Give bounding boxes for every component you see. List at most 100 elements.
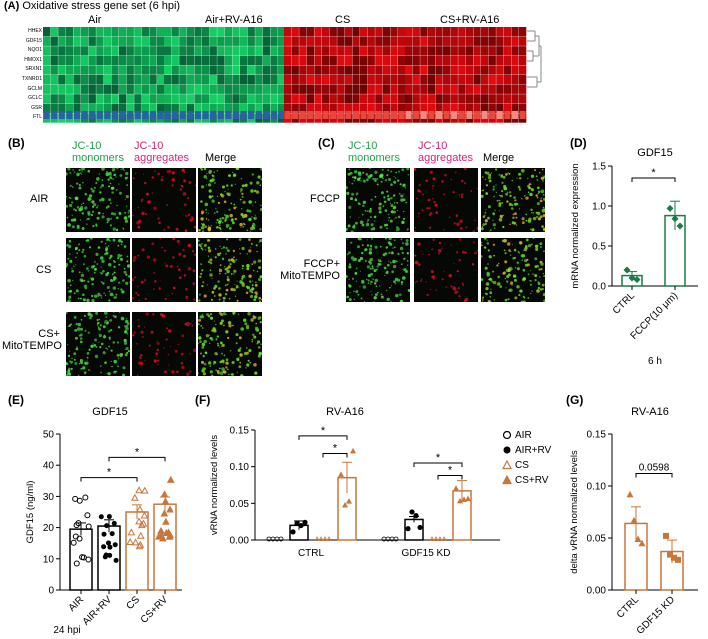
cell-dot bbox=[222, 222, 224, 224]
heatmap-cell bbox=[352, 27, 360, 37]
heatmap-cell bbox=[420, 84, 428, 94]
cell-dot bbox=[366, 210, 369, 213]
cell-dot bbox=[380, 173, 384, 177]
heatmap-cell bbox=[519, 84, 527, 94]
heatmap-cell bbox=[390, 55, 398, 66]
cell-dot bbox=[248, 274, 252, 278]
cell-dot bbox=[485, 287, 489, 291]
cell-dot bbox=[67, 223, 71, 227]
cell-dot bbox=[487, 249, 490, 252]
heatmap-cell bbox=[103, 36, 112, 46]
significance-label: * bbox=[448, 464, 453, 476]
cell-dot bbox=[211, 374, 214, 376]
heatmap-cell bbox=[519, 103, 527, 114]
group-cs-rv: CS+RV-A16 bbox=[440, 14, 500, 26]
heatmap-cell bbox=[88, 103, 96, 114]
cell-dot bbox=[543, 299, 545, 302]
heatmap-cell bbox=[299, 65, 307, 75]
cell-dot bbox=[180, 188, 183, 191]
cell-dot bbox=[113, 271, 116, 274]
heatmap-cell bbox=[232, 65, 240, 75]
cell-dot bbox=[205, 249, 207, 251]
cell-dot bbox=[241, 208, 243, 210]
cell-dot bbox=[111, 191, 114, 194]
heatmap-cell bbox=[111, 84, 119, 94]
heatmap-cell bbox=[179, 27, 187, 37]
cell-dot bbox=[534, 265, 538, 268]
b-image bbox=[132, 312, 196, 376]
cell-dot bbox=[222, 185, 225, 189]
cell-dot bbox=[116, 294, 118, 296]
cell-dot bbox=[537, 217, 541, 221]
cell-dot bbox=[374, 170, 378, 174]
cell-dot bbox=[226, 278, 230, 282]
cell-dot bbox=[76, 172, 80, 177]
cell-dot bbox=[460, 227, 463, 230]
cell-dot bbox=[380, 191, 384, 195]
cell-dot bbox=[249, 294, 254, 299]
cell-dot bbox=[414, 281, 417, 284]
cell-dot bbox=[98, 341, 100, 343]
group-color-cell bbox=[225, 111, 232, 119]
cell-dot bbox=[125, 326, 129, 331]
cell-dot bbox=[88, 194, 93, 198]
cell-dot bbox=[96, 321, 100, 325]
cell-dot bbox=[91, 189, 95, 193]
legend-label: AIR+RV bbox=[515, 445, 552, 456]
cell-dot bbox=[89, 370, 91, 372]
cell-dot bbox=[125, 351, 129, 355]
heatmap-cell bbox=[435, 46, 443, 56]
cell-dot bbox=[543, 227, 545, 231]
cell-dot bbox=[507, 298, 510, 301]
cell-dot bbox=[104, 334, 106, 336]
cell-dot bbox=[223, 354, 226, 357]
cell-dot bbox=[200, 200, 203, 203]
heatmap-cell bbox=[450, 84, 458, 94]
cell-dot bbox=[94, 354, 99, 359]
heatmap-cell bbox=[481, 27, 489, 37]
cell-dot bbox=[66, 195, 67, 198]
heatmap-cell bbox=[322, 84, 330, 94]
cell-dot bbox=[448, 274, 452, 278]
cell-dot bbox=[138, 356, 142, 360]
cell-dot bbox=[67, 168, 71, 171]
heatmap-cell bbox=[141, 75, 150, 85]
heatmap-cell bbox=[65, 103, 74, 114]
heatmap-cell bbox=[390, 36, 398, 46]
cell-dot bbox=[406, 229, 408, 231]
cell-dot bbox=[85, 364, 87, 366]
data-point bbox=[140, 511, 149, 519]
cell-dot bbox=[503, 238, 507, 243]
cell-dot bbox=[202, 367, 206, 371]
cell-dot bbox=[515, 267, 517, 269]
cell-dot bbox=[492, 212, 496, 216]
cell-dot bbox=[113, 312, 115, 313]
cell-dot bbox=[120, 243, 123, 246]
heatmap-cell bbox=[270, 27, 278, 37]
cell-dot bbox=[256, 250, 258, 253]
cell-dot bbox=[128, 275, 130, 278]
cell-dot bbox=[539, 199, 543, 203]
significance-label: * bbox=[436, 452, 441, 464]
heatmap-cell bbox=[255, 46, 263, 56]
cell-dot bbox=[216, 335, 219, 338]
cell-dot bbox=[366, 178, 369, 182]
cell-dot bbox=[456, 222, 460, 226]
cell-dot bbox=[220, 193, 223, 196]
cell-dot bbox=[181, 185, 184, 188]
cell-dot bbox=[219, 341, 223, 345]
micrograph bbox=[66, 238, 130, 302]
heatmap-cell bbox=[367, 94, 375, 104]
cell-dot bbox=[484, 214, 486, 216]
cell-dot bbox=[214, 352, 218, 356]
cell-dot bbox=[541, 283, 545, 287]
cell-dot bbox=[125, 347, 129, 350]
cell-dot bbox=[501, 190, 504, 193]
y-axis-label: vRNA normalized levels bbox=[209, 435, 220, 536]
cell-dot bbox=[193, 298, 196, 301]
cell-dot bbox=[512, 216, 515, 219]
cell-dot bbox=[199, 275, 202, 278]
cell-dot bbox=[123, 338, 127, 343]
cell-dot bbox=[259, 321, 262, 324]
heatmap-cell bbox=[465, 46, 474, 56]
